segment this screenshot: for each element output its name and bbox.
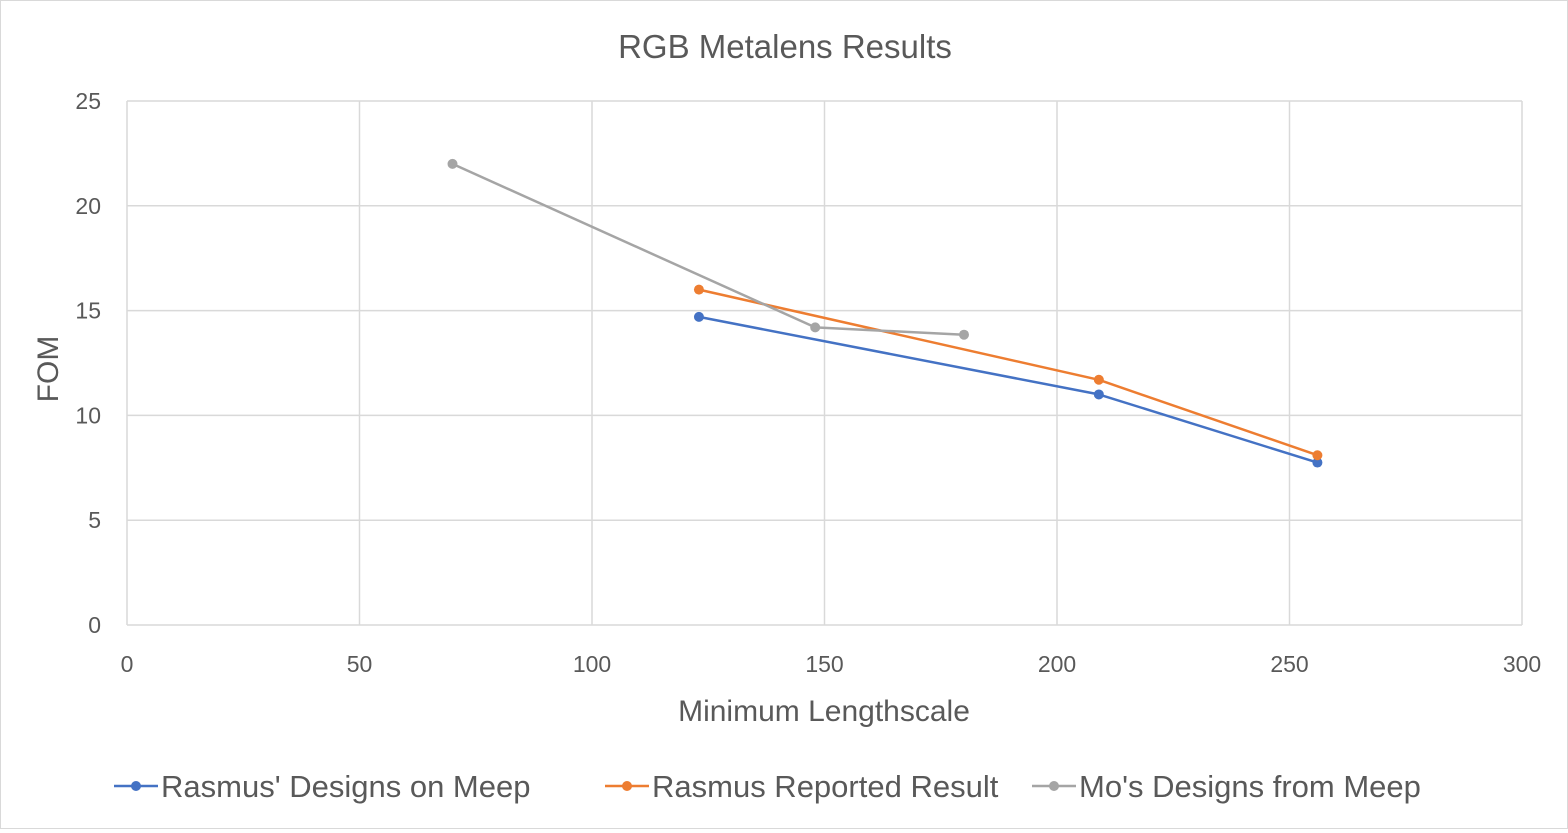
y-tick-label: 15 bbox=[75, 298, 101, 324]
data-point bbox=[693, 284, 704, 295]
x-tick-label: 300 bbox=[1503, 651, 1541, 677]
y-tick-label: 20 bbox=[75, 193, 101, 219]
data-point bbox=[1093, 389, 1104, 400]
series-3 bbox=[447, 158, 969, 340]
series-line bbox=[698, 288, 1318, 457]
data-point bbox=[693, 311, 704, 322]
legend-item: Mo's Designs from Meep bbox=[1032, 769, 1421, 804]
y-tick-label: 10 bbox=[75, 402, 101, 428]
data-point bbox=[447, 158, 458, 169]
legend-swatch-marker bbox=[622, 781, 632, 791]
x-axis-title: Minimum Lengthscale bbox=[678, 695, 970, 728]
data-point bbox=[1093, 374, 1104, 385]
legend-label: Rasmus Reported Result bbox=[652, 769, 999, 804]
legend-label: Mo's Designs from Meep bbox=[1079, 769, 1421, 804]
y-tick-label: 0 bbox=[88, 612, 101, 638]
legend-swatch-marker bbox=[1049, 781, 1059, 791]
y-tick-label: 25 bbox=[75, 88, 101, 114]
legend: Rasmus' Designs on Meep Rasmus Reported R… bbox=[114, 769, 1421, 804]
y-axis-title: FOM bbox=[32, 336, 65, 403]
legend-label: Rasmus' Designs on Meep bbox=[161, 769, 530, 804]
series-line bbox=[698, 315, 1318, 464]
data-point bbox=[1312, 457, 1323, 468]
legend-item: Rasmus Reported Result bbox=[605, 769, 999, 804]
x-tick-label: 150 bbox=[805, 651, 843, 677]
x-tick-label: 50 bbox=[347, 651, 373, 677]
gridlines bbox=[127, 100, 1523, 625]
y-tick-label: 5 bbox=[88, 507, 101, 533]
x-tick-label: 100 bbox=[573, 651, 611, 677]
data-point bbox=[959, 329, 969, 340]
chart-title: RGB Metalens Results bbox=[618, 28, 952, 65]
series-1 bbox=[693, 311, 1323, 468]
legend-item: Rasmus' Designs on Meep bbox=[114, 769, 530, 804]
x-tick-label: 200 bbox=[1038, 651, 1076, 677]
series-2 bbox=[693, 284, 1323, 461]
data-point bbox=[810, 322, 821, 333]
series-group bbox=[447, 158, 1323, 468]
x-tick-label: 0 bbox=[121, 651, 134, 677]
x-tick-label: 250 bbox=[1270, 651, 1308, 677]
legend-swatch-marker bbox=[131, 781, 141, 791]
data-point bbox=[1312, 450, 1323, 461]
series-line bbox=[451, 162, 965, 336]
